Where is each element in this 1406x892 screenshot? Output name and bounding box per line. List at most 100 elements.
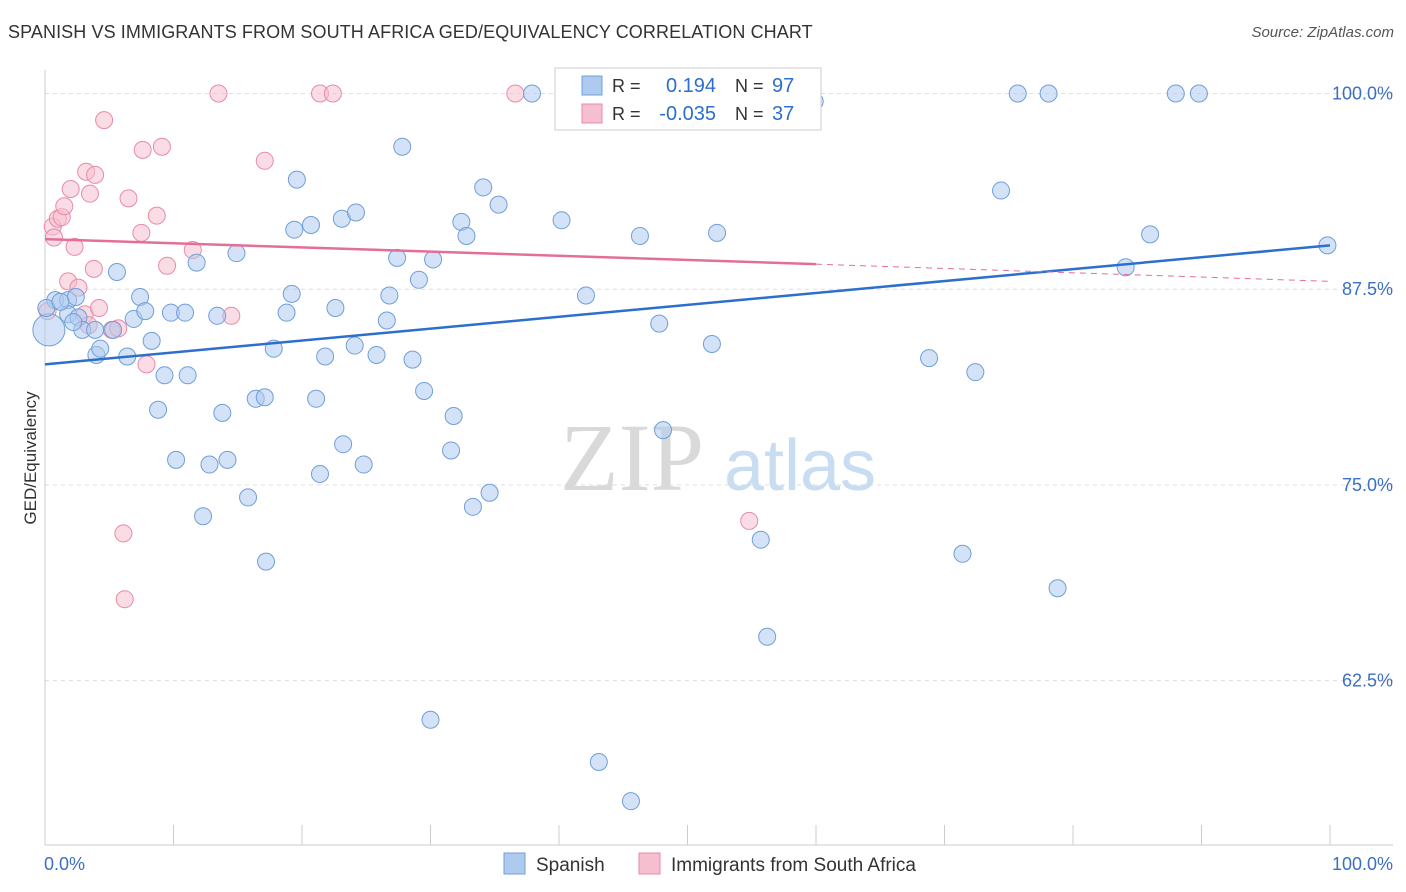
- point-spanish: [239, 488, 258, 507]
- point-spanish: [953, 544, 972, 563]
- point-spanish: [213, 403, 232, 422]
- point-spanish: [227, 244, 246, 263]
- point-spanish: [316, 347, 335, 366]
- point-spanish: [463, 497, 482, 516]
- trend-lines: [44, 237, 1331, 366]
- point-south-africa: [114, 524, 133, 543]
- point-spanish: [326, 298, 345, 317]
- point-spanish: [1116, 258, 1135, 277]
- point-south-africa: [55, 197, 74, 216]
- point-spanish: [104, 320, 123, 339]
- legend-r-value: 0.194: [666, 75, 716, 97]
- y-tick-label: 100.0%: [1332, 83, 1393, 103]
- point-south-africa: [95, 111, 114, 130]
- point-south-africa: [132, 223, 151, 242]
- point-spanish: [257, 552, 276, 571]
- x-tick-label: 100.0%: [1332, 854, 1393, 874]
- point-spanish: [966, 363, 985, 382]
- point-south-africa: [80, 184, 99, 203]
- series-spanish-points: [32, 84, 1337, 811]
- y-tick-label: 75.0%: [1342, 475, 1393, 495]
- point-spanish: [421, 710, 440, 729]
- point-spanish: [354, 455, 373, 474]
- legend-swatch-spanish: [503, 852, 526, 875]
- point-south-africa: [506, 84, 525, 103]
- point-spanish: [1166, 84, 1185, 103]
- point-spanish: [194, 507, 213, 526]
- watermark-zip: ZIP: [560, 404, 704, 511]
- point-south-africa: [209, 84, 228, 103]
- point-spanish: [51, 292, 70, 311]
- point-spanish: [523, 84, 542, 103]
- point-spanish: [444, 407, 463, 426]
- point-south-africa: [323, 84, 342, 103]
- point-spanish: [576, 286, 595, 305]
- legend-n-label: N =: [735, 76, 764, 96]
- point-south-africa: [115, 590, 134, 609]
- y-tick-label: 87.5%: [1342, 279, 1393, 299]
- legend-n-value: 37: [772, 103, 794, 125]
- point-spanish: [630, 226, 649, 245]
- watermark-atlas: atlas: [724, 426, 876, 506]
- point-spanish: [1189, 84, 1208, 103]
- legend-n-value: 97: [772, 75, 794, 97]
- point-south-africa: [61, 179, 80, 198]
- legend-swatch-spanish: [581, 75, 603, 96]
- point-spanish: [367, 345, 386, 364]
- point-spanish: [86, 320, 105, 339]
- point-spanish: [393, 137, 412, 156]
- point-spanish: [307, 389, 326, 408]
- point-spanish: [457, 226, 476, 245]
- point-spanish: [107, 262, 126, 281]
- point-spanish: [178, 366, 197, 385]
- point-spanish: [218, 450, 237, 469]
- point-spanish: [155, 366, 174, 385]
- trend-line-south-africa: [44, 237, 817, 266]
- point-spanish: [136, 302, 155, 321]
- point-spanish: [424, 250, 443, 269]
- point-spanish: [345, 336, 364, 355]
- point-spanish: [480, 483, 499, 502]
- point-south-africa: [158, 256, 177, 275]
- point-south-africa: [255, 151, 274, 170]
- source-label: Source: ZipAtlas.com: [1251, 24, 1394, 41]
- point-spanish: [310, 464, 329, 483]
- point-spanish: [301, 216, 320, 234]
- point-spanish: [758, 627, 777, 646]
- legend-r-value: -0.035: [659, 103, 716, 125]
- point-spanish: [208, 306, 227, 325]
- point-spanish: [176, 303, 195, 322]
- correlation-legend: R = 0.194 N = 97 R = -0.035 N = 37: [554, 67, 822, 131]
- y-tick-label: 62.5%: [1342, 671, 1393, 691]
- point-south-africa: [133, 140, 152, 159]
- legend-swatch-south-africa: [581, 103, 603, 124]
- point-south-africa: [152, 137, 171, 156]
- point-spanish: [1141, 225, 1160, 244]
- point-spanish: [142, 331, 161, 350]
- point-spanish: [702, 334, 721, 353]
- point-spanish: [255, 388, 274, 407]
- legend-label-south-africa: Immigrants from South Africa: [671, 855, 916, 876]
- point-spanish: [442, 441, 461, 460]
- point-south-africa: [89, 298, 108, 317]
- legend-n-label: N =: [735, 104, 764, 124]
- point-spanish: [187, 253, 206, 272]
- legend-r-label: R =: [612, 76, 641, 96]
- point-south-africa: [44, 228, 63, 247]
- legend-r-label: R =: [612, 104, 641, 124]
- trend-line-spanish: [44, 244, 1331, 366]
- legend-swatch-south-africa: [638, 852, 661, 875]
- gridlines: [45, 92, 1393, 682]
- point-spanish: [282, 284, 301, 303]
- point-spanish: [415, 381, 434, 400]
- point-south-africa: [740, 511, 759, 530]
- axes: [44, 70, 1393, 846]
- point-south-africa: [65, 237, 84, 256]
- point-spanish: [346, 203, 365, 222]
- point-spanish: [32, 313, 66, 347]
- watermark: ZIP atlas: [560, 404, 876, 511]
- point-south-africa: [137, 355, 156, 374]
- point-spanish: [66, 288, 85, 307]
- point-spanish: [621, 792, 640, 811]
